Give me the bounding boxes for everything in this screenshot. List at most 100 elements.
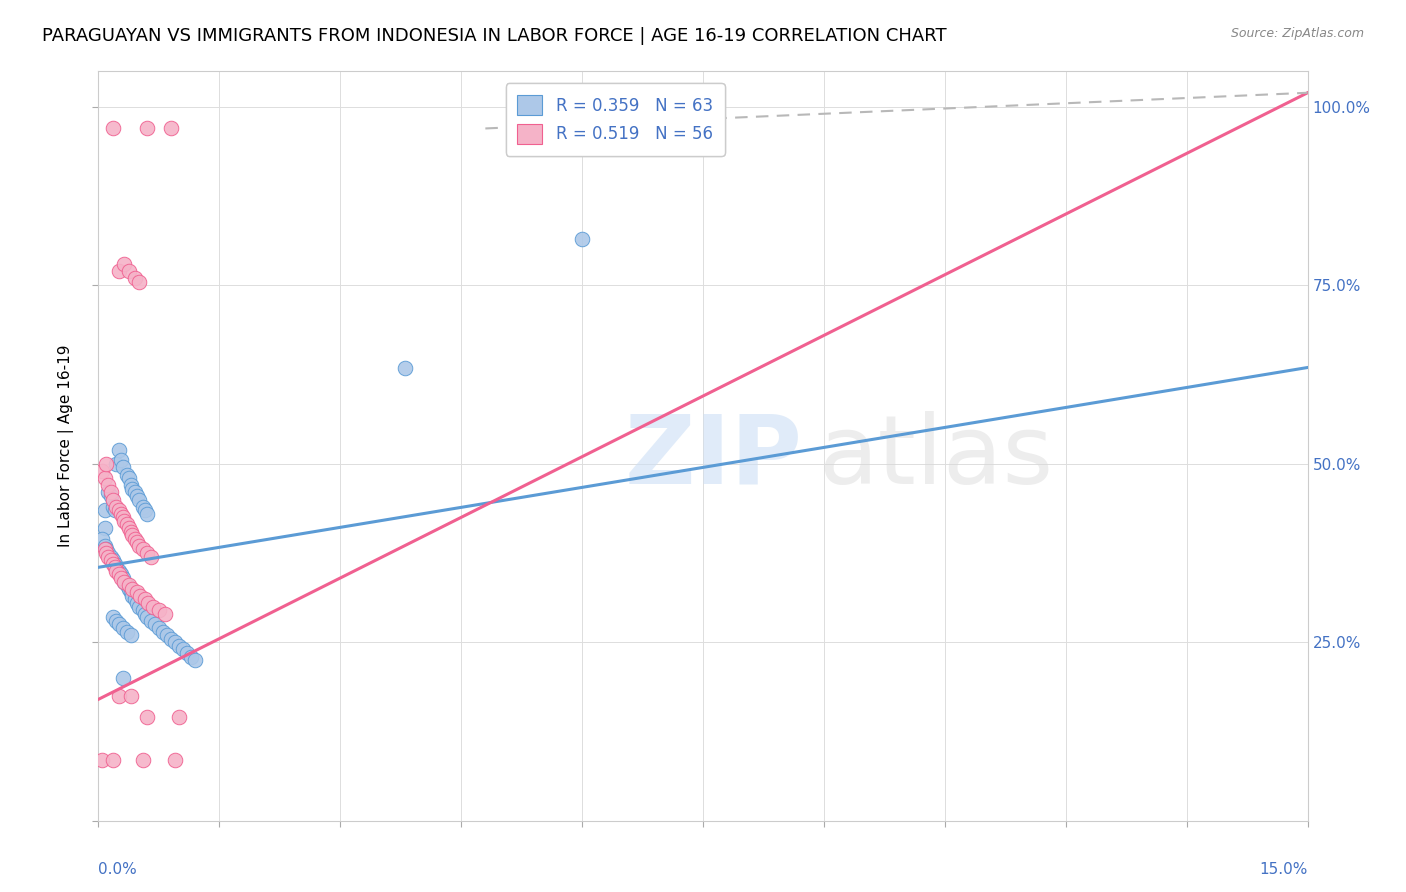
Point (111, 621, 134, 635)
Point (148, 603, 170, 617)
Point (107, 442, 129, 457)
Point (127, 585, 149, 599)
Text: 0.0%: 0.0% (98, 862, 138, 877)
Point (167, 710, 190, 724)
Point (101, 492, 124, 507)
Text: Source: ZipAtlas.com: Source: ZipAtlas.com (1230, 27, 1364, 40)
Point (120, 478, 142, 492)
Point (132, 753, 155, 767)
Point (91, 532, 114, 546)
Point (103, 557, 125, 571)
Point (118, 578, 141, 592)
Point (111, 510, 134, 524)
Point (94, 471, 117, 485)
Point (107, 689, 129, 703)
Point (107, 503, 129, 517)
Point (115, 467, 138, 482)
Text: ZIP: ZIP (624, 410, 803, 504)
Point (110, 567, 132, 582)
Point (110, 453, 132, 467)
Point (110, 507, 132, 521)
Point (156, 628, 179, 642)
Point (101, 557, 124, 571)
Point (112, 514, 135, 528)
Point (134, 503, 156, 517)
Point (135, 507, 157, 521)
Point (124, 485, 146, 500)
Point (127, 489, 149, 503)
Point (152, 624, 174, 639)
Point (96, 542, 118, 557)
Point (107, 567, 129, 582)
Point (103, 503, 125, 517)
Y-axis label: In Labor Force | Age 16-19: In Labor Force | Age 16-19 (58, 344, 75, 548)
Point (101, 553, 124, 567)
Point (184, 653, 207, 667)
Point (118, 471, 141, 485)
Point (128, 539, 150, 553)
Point (121, 589, 143, 603)
Point (135, 546, 157, 560)
Point (121, 582, 143, 596)
Point (105, 614, 128, 628)
Point (135, 610, 157, 624)
Point (94, 503, 117, 517)
Point (127, 596, 149, 610)
Point (105, 500, 128, 514)
Point (103, 560, 125, 574)
Point (105, 560, 128, 574)
Point (115, 578, 138, 592)
Point (172, 642, 194, 657)
Point (94, 542, 117, 557)
Point (101, 500, 124, 514)
Point (143, 617, 166, 632)
Point (571, 232, 593, 246)
Point (132, 542, 155, 557)
Legend: R = 0.359   N = 63, R = 0.519   N = 56: R = 0.359 N = 63, R = 0.519 N = 56 (506, 84, 724, 156)
Point (107, 617, 129, 632)
Point (111, 671, 134, 685)
Point (107, 264, 129, 278)
Point (160, 632, 183, 646)
Point (135, 121, 157, 136)
Point (176, 646, 198, 660)
Point (101, 121, 124, 136)
Point (124, 532, 146, 546)
Point (167, 639, 190, 653)
Point (96, 546, 118, 560)
Point (124, 592, 146, 607)
Point (107, 564, 129, 578)
Point (101, 610, 124, 624)
Point (163, 635, 186, 649)
Point (100, 485, 122, 500)
Text: 15.0%: 15.0% (1260, 862, 1308, 877)
Point (115, 624, 138, 639)
Point (148, 621, 170, 635)
Point (120, 689, 142, 703)
Point (112, 257, 135, 271)
Point (138, 596, 160, 610)
Point (118, 264, 141, 278)
Point (97, 546, 120, 560)
Point (112, 574, 135, 589)
Point (121, 528, 143, 542)
Point (180, 649, 202, 664)
Point (91, 464, 114, 478)
Point (97, 549, 120, 564)
Point (94, 521, 117, 535)
Point (120, 628, 142, 642)
Point (128, 492, 150, 507)
Point (124, 271, 146, 285)
Point (100, 489, 122, 503)
Point (97, 485, 120, 500)
Point (394, 360, 416, 375)
Point (105, 457, 128, 471)
Point (132, 500, 155, 514)
Point (110, 571, 132, 585)
Point (111, 460, 134, 475)
Point (100, 549, 122, 564)
Point (111, 571, 134, 585)
Point (129, 589, 152, 603)
Point (139, 549, 162, 564)
Point (134, 592, 156, 607)
